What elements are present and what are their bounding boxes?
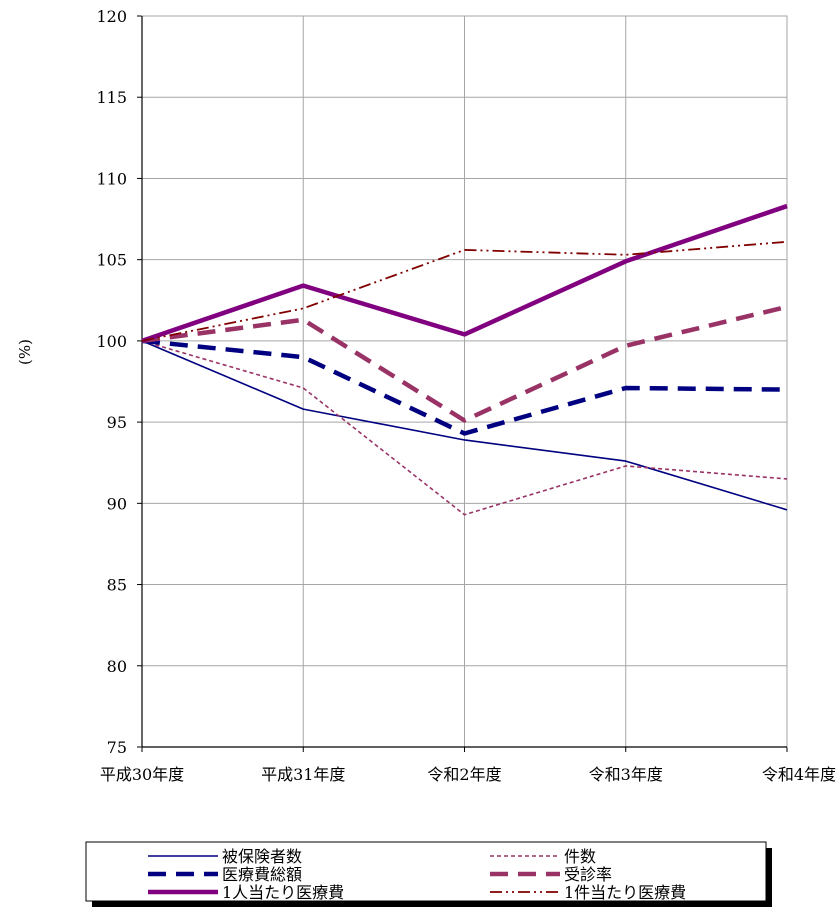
y-tick-label: 85 [107,576,127,595]
y-tick-label: 90 [107,494,127,513]
grid-lines [142,16,787,747]
x-tick-label: 令和4年度 [762,765,836,784]
series-4-line [141,304,788,423]
y-tick-labels: 75 80 85 90 95 100 105 110 115 120 [96,7,127,757]
x-tick-labels: 平成30年度 平成31年度 令和2年度 令和3年度 令和4年度 [100,765,836,784]
legend-label: 件数 [564,847,596,866]
legend-label: 被保険者数 [222,847,302,866]
y-axis-label: (%) [16,339,34,365]
legend-label: 医療費総額 [222,865,302,884]
legend-label: 受診率 [564,865,612,884]
y-tick-label: 115 [96,88,127,107]
series-1-line [141,340,788,511]
y-tick-label: 75 [107,738,127,757]
legend-label: 1件当たり医療費 [564,883,686,902]
series-6-line [141,240,788,342]
series-3-line [141,338,788,436]
y-tick-label: 105 [96,251,127,270]
y-tick-label: 120 [96,7,127,26]
y-tick-label: 95 [107,413,127,432]
legend-label: 1人当たり医療費 [222,883,344,902]
x-tick-label: 令和2年度 [427,765,501,784]
x-tick-label: 平成30年度 [100,765,184,784]
x-tick-label: 平成31年度 [261,765,345,784]
y-tick-label: 80 [107,657,127,676]
x-tick-label: 令和3年度 [589,765,663,784]
series-2-line [141,340,788,516]
y-tick-label: 100 [96,332,127,351]
axes [137,15,788,752]
series-5-line [141,203,788,344]
y-tick-label: 110 [96,169,127,188]
series-lines [141,203,788,516]
